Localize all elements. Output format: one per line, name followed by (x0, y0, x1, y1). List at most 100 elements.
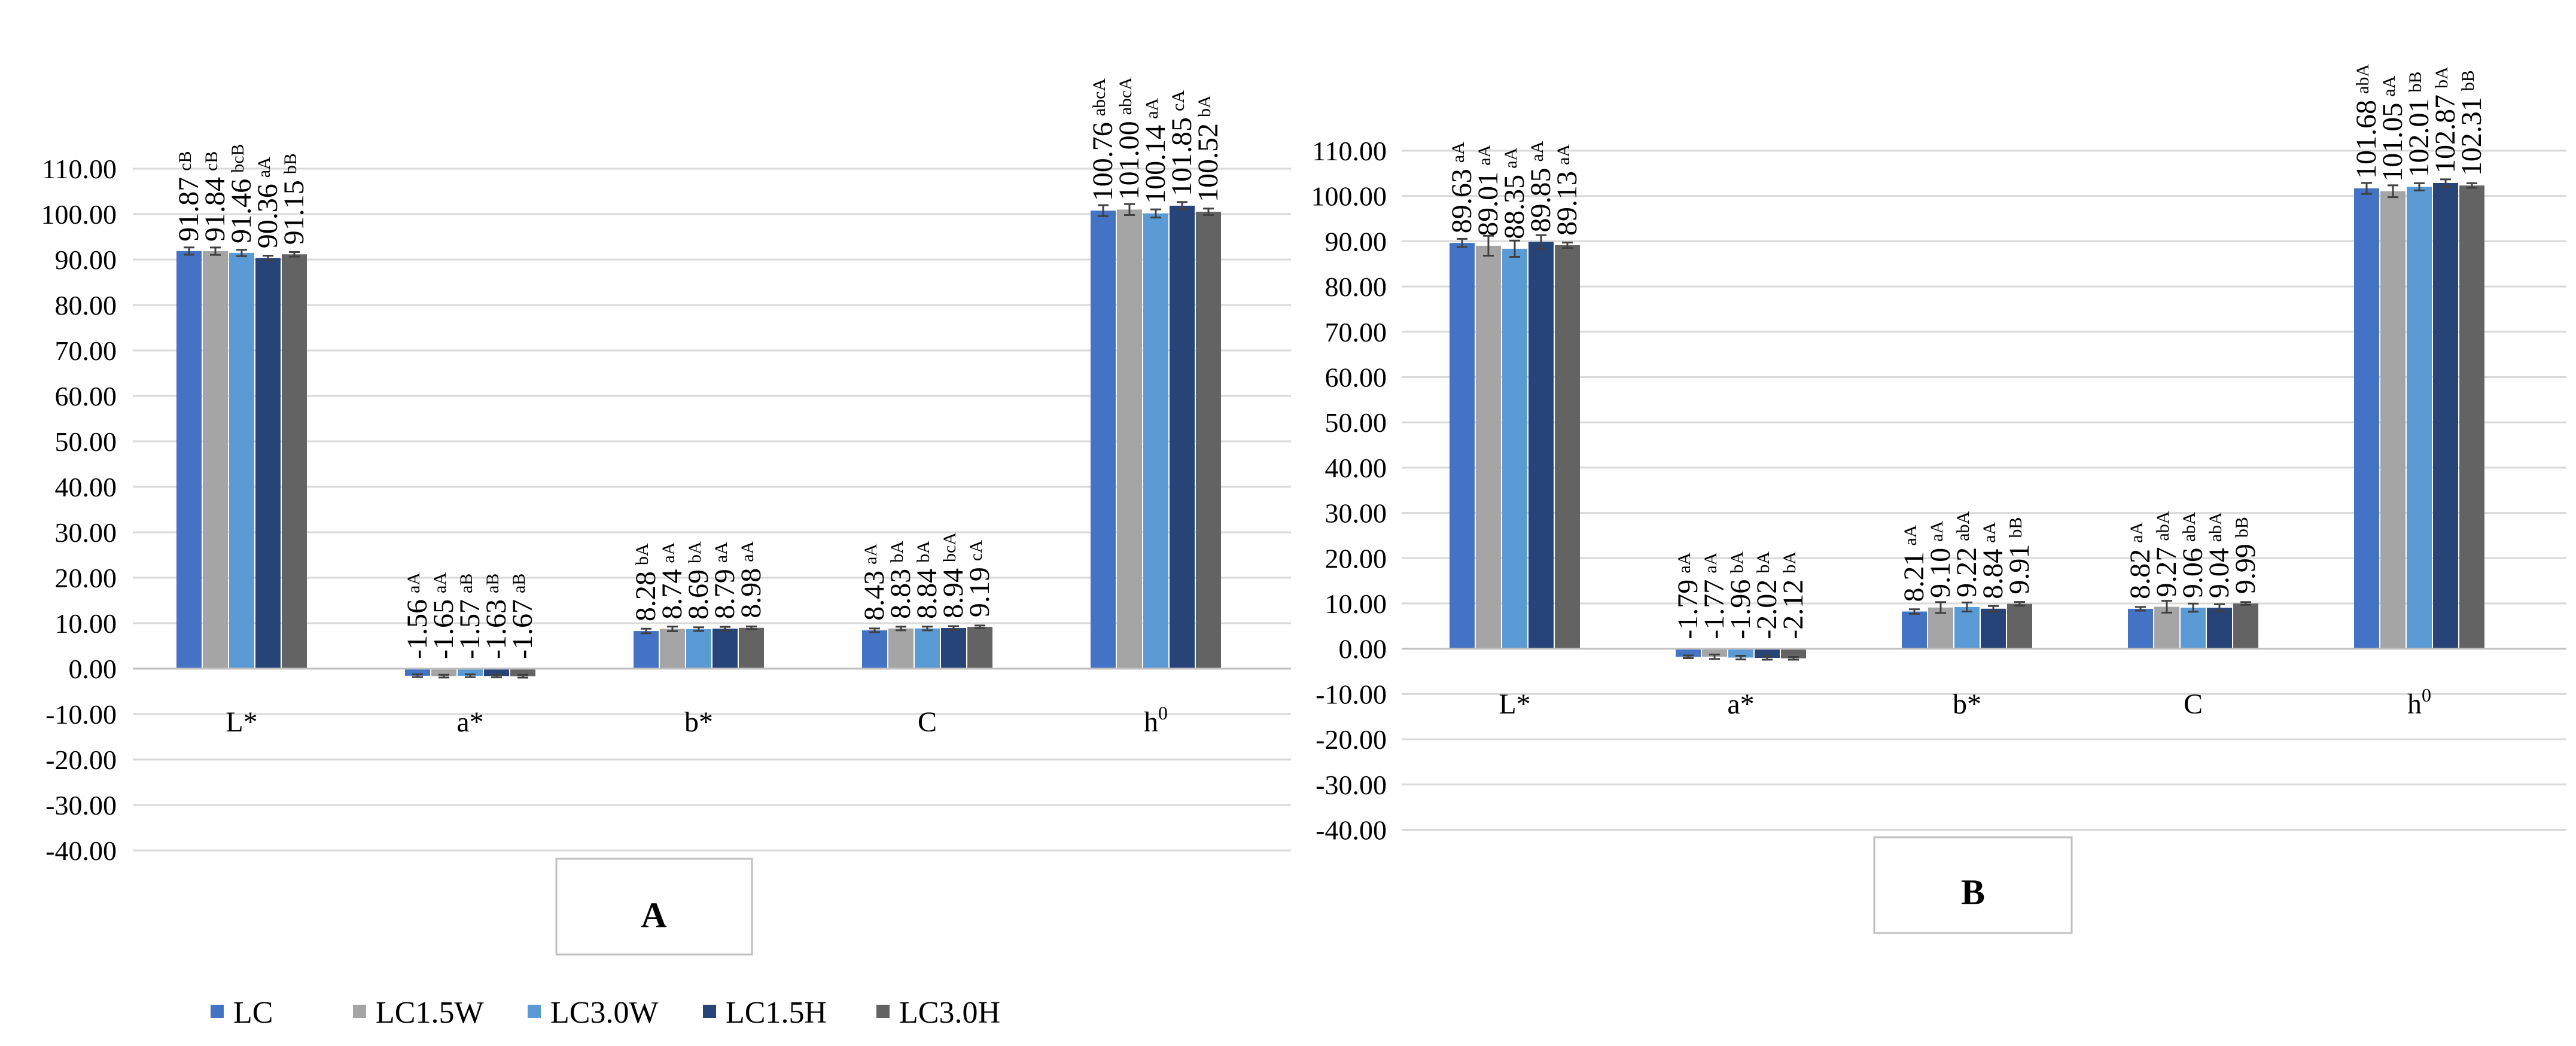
data-label-letters: bA (1780, 551, 1799, 574)
panel-b-error-bar (2388, 184, 2398, 199)
panel-b-error-bar (1536, 234, 1546, 250)
data-label-value: 8.28 (630, 571, 662, 621)
panel-b-data-label: 89.13 aA (1551, 144, 1583, 236)
panel-a-bar (484, 669, 509, 676)
legend-label: LC1.5W (376, 996, 484, 1030)
data-label-value: 89.13 (1551, 171, 1583, 236)
data-label-value: 9.06 (2177, 548, 2209, 598)
panel-b-bar (2233, 603, 2258, 649)
panel-b-error-bar (2188, 602, 2199, 613)
panel-b-error-bar (2414, 182, 2425, 192)
panel-a-bar (203, 251, 228, 669)
panel-a-error-bar (667, 626, 678, 632)
panel-b-bar (1476, 245, 1501, 649)
panel-a-error-bar (263, 254, 273, 261)
data-label-value: 89.85 (1525, 168, 1557, 233)
legend-item: LC1.5W (353, 996, 484, 1030)
data-label-letters: bcB (228, 144, 248, 173)
data-label-value: 8.83 (885, 569, 916, 619)
data-label-letters: abcA (1089, 78, 1109, 117)
panel-b-data-label: 8.84 aA (1977, 522, 2009, 599)
panel-b-category-label: h0 (2407, 684, 2431, 720)
panel-a-error-bar (641, 627, 651, 635)
data-label-value: 100.14 (1140, 125, 1171, 204)
panel-b-error-bar (1483, 234, 1494, 257)
panel-a-data-label: 8.28 bA (630, 543, 662, 621)
panel-b-error-bar (2214, 603, 2225, 612)
panel-b-bar (1928, 607, 1953, 649)
panel-a-y-tick-label: 90.00 (55, 245, 117, 275)
data-label-value: 102.87 (2429, 94, 2461, 173)
panel-a-data-label: 101.00 abcA (1113, 77, 1145, 200)
data-label-letters: aA (861, 544, 881, 565)
panel-b-data-label: 101.68 abA (2350, 64, 2382, 179)
panel-b-y-tick-label: -40.00 (1316, 815, 1387, 846)
category-label-superscript: 0 (1158, 702, 1168, 724)
panel-b-error-bar (2240, 601, 2251, 606)
panel-a-bar (1143, 213, 1168, 669)
panel-a-error-bar (517, 673, 528, 679)
panel-a-bar (255, 258, 281, 669)
panel-b-bar (2407, 187, 2432, 649)
category-label-main: L* (1499, 688, 1530, 720)
panel-b-bar (2380, 191, 2406, 649)
data-label-value: 8.98 (735, 568, 767, 618)
panel-a-category-label: h0 (1144, 702, 1168, 738)
legend-swatch (528, 1005, 541, 1018)
data-label-letters: bcA (940, 532, 960, 562)
panel-a-y-tick-label: 80.00 (55, 290, 117, 321)
panel-a-y-tick-label: 0.00 (69, 654, 117, 684)
panel-a-y-tick-label: 30.00 (55, 517, 117, 548)
category-label-main: a* (456, 706, 483, 738)
panel-b-error-bar (1909, 608, 1920, 615)
panel-a-error-bar (236, 249, 247, 257)
data-label-letters: aA (1927, 520, 1947, 541)
category-label-main: h (1144, 706, 1158, 738)
panel-a-y-tick-label: -40.00 (45, 835, 117, 866)
data-label-letters: aA (738, 541, 757, 562)
data-label-value: 8.82 (2124, 549, 2156, 599)
panel-a-bar (888, 628, 914, 669)
category-label-main: a* (1727, 688, 1754, 720)
data-label-value: -1.96 (1725, 580, 1756, 639)
panel-b-data-label: 89.85 aA (1525, 141, 1557, 232)
panel-b-y-tick-label: 20.00 (1325, 543, 1387, 574)
panel-a-error-bar (491, 673, 502, 679)
data-label-letters: aA (1701, 552, 1721, 573)
panel-b-data-label: 102.01 bB (2403, 71, 2435, 177)
data-label-value: 89.01 (1472, 172, 1504, 236)
category-label-superscript: 0 (2422, 684, 2431, 706)
panel-b-error-bar (1935, 601, 1946, 614)
panel-b-error-bar (2467, 182, 2477, 189)
panel-a-y-tick-label: 50.00 (55, 426, 117, 457)
panel-b-y-tick-label: 0.00 (1339, 634, 1387, 664)
data-label-value: -2.02 (1751, 580, 1783, 639)
legend-item: LC3.0H (876, 996, 1000, 1030)
panel-b-error-bar (1735, 655, 1746, 661)
panel-a-error-bar (412, 673, 423, 678)
panel-a-data-label: 91.84 cB (199, 151, 231, 242)
data-label-letters: bA (887, 541, 907, 563)
panel-b-y-tick-label: 70.00 (1325, 317, 1387, 347)
panel-a-bar (660, 629, 685, 669)
panel-a-data-label: -1.56 aA (401, 572, 433, 659)
panel-a-error-bar (184, 246, 194, 256)
data-label-letters: bA (632, 543, 652, 565)
panel-b-bar (1728, 648, 1753, 658)
category-label-main: b* (1953, 688, 1981, 720)
panel-b-bar (1528, 242, 1554, 649)
panel-a-data-label: -1.57 aB (454, 574, 486, 659)
panel-b-data-label: 8.21 aA (1898, 524, 1930, 602)
panel-a-bar (510, 669, 535, 676)
panel-b-error-bar (1762, 655, 1773, 661)
panel-b-bar (2007, 603, 2032, 649)
panel-a-y-tick-label: 60.00 (55, 381, 117, 411)
chart-panel-b: -40.00 -30.00 -20.00 -10.00 0.00 10.00 20.00 30… (1311, 64, 2566, 934)
data-label-letters: bB (2232, 517, 2252, 538)
data-label-value: 8.79 (709, 569, 741, 619)
panel-b-data-label: -1.79 aA (1672, 552, 1704, 639)
panel-b-data-label: -2.02 bA (1751, 551, 1783, 639)
panel-a-data-label: 90.36 aA (252, 157, 284, 248)
data-label-letters: aB (483, 574, 503, 593)
panel-a-data-label: 9.19 cA (964, 540, 995, 617)
